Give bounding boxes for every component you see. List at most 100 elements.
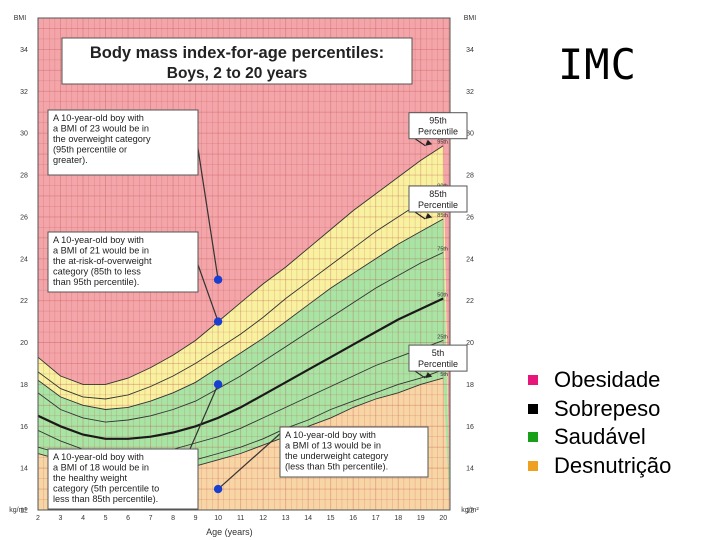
y-tick-label-right: 18 <box>466 382 474 389</box>
annotation-connector <box>217 431 283 490</box>
x-tick-label: 6 <box>126 515 130 522</box>
percentile-end-label: 5th <box>440 372 448 378</box>
x-axis-label: Age (years) <box>206 527 253 537</box>
percentile-line-95th <box>38 145 444 385</box>
callout-arrowhead <box>425 372 433 379</box>
annotation-text: the at-risk-of-overweight <box>53 256 152 266</box>
percentile-end-label: 50th <box>437 293 448 299</box>
x-tick-label: 3 <box>59 515 63 522</box>
annotation-text: less than 85th percentile). <box>53 494 158 504</box>
percentile-end-label: 85th <box>437 213 448 219</box>
x-tick-label: 20 <box>439 515 447 522</box>
x-tick-label: 11 <box>237 515 244 522</box>
callout-label: 5th <box>432 348 445 358</box>
annotation-box <box>47 109 199 176</box>
x-tick-label: 2 <box>36 515 40 522</box>
annotation-text: A 10-year-old boy with <box>53 113 144 123</box>
x-tick-label: 10 <box>214 515 222 522</box>
annotation-text: a BMI of 18 would be in <box>53 463 149 473</box>
data-point <box>213 275 223 284</box>
annotation-text: the overweight category <box>53 134 151 144</box>
y-tick-label-right: 28 <box>466 173 474 180</box>
annotation-text: than 95th percentile). <box>53 277 139 287</box>
annotation-text: category (5th percentile to <box>53 484 159 494</box>
y-axis-unit-bottom-right: kg/m² <box>461 507 479 514</box>
callout-arrowhead <box>425 212 433 219</box>
y-tick-label-right: 32 <box>466 89 474 96</box>
y-tick-label-left: 34 <box>20 47 28 54</box>
bmi-chart: 95th90th85th75th50th25th10th5th234567891… <box>9 15 480 537</box>
annotation-text: greater). <box>53 155 88 165</box>
data-point <box>213 317 223 326</box>
y-tick-label-right: 34 <box>466 47 474 54</box>
legend: Obesidade Sobrepeso Saudável Desnutrição <box>528 366 671 480</box>
data-point <box>213 380 223 389</box>
annotation-box <box>279 426 429 478</box>
x-tick-label: 7 <box>149 515 153 522</box>
chart-title: Body mass index-for-age percentiles: <box>90 44 384 62</box>
y-tick-label-left: 18 <box>20 382 28 389</box>
annotation-text: A 10-year-old boy with <box>53 235 144 245</box>
annotation-connectors <box>189 141 283 490</box>
annotation-box <box>47 231 199 293</box>
legend-item-desnutricao: Desnutrição <box>528 452 671 481</box>
chart-subtitle: Boys, 2 to 20 years <box>167 65 307 82</box>
percentile-line-75th <box>38 252 444 423</box>
slide-title: IMC <box>558 40 637 89</box>
title-box <box>61 37 413 85</box>
percentile-line-50th <box>38 297 444 440</box>
legend-swatch <box>528 460 538 471</box>
legend-label: Obesidade <box>554 367 661 393</box>
y-tick-label-left: 28 <box>20 173 28 180</box>
legend-swatch <box>528 375 538 386</box>
annotation-text: A 10-year-old boy with <box>53 452 144 462</box>
x-tick-label: 8 <box>171 515 175 522</box>
y-tick-label-left: 22 <box>20 298 28 305</box>
legend-label: Saudável <box>554 424 646 450</box>
x-tick-label: 4 <box>81 515 85 522</box>
legend-label: Sobrepeso <box>554 395 661 421</box>
callout-label: 85th <box>429 189 447 199</box>
legend-swatch <box>528 432 538 443</box>
percentile-callouts: 95thPercentile85thPercentile5thPercentil… <box>408 112 468 379</box>
data-point <box>213 484 223 494</box>
annotation-text: category (85th to less <box>53 267 141 277</box>
y-tick-label-right: 22 <box>466 298 474 305</box>
callout-box <box>408 185 468 213</box>
y-tick-label-right: 14 <box>466 466 474 473</box>
callout-arrow-line <box>414 138 426 147</box>
annotation-connector <box>196 141 219 280</box>
annotation-text: A 10-year-old boy with <box>285 430 376 440</box>
y-tick-label-right: 12 <box>466 508 474 515</box>
legend-label: Desnutrição <box>554 452 672 478</box>
annotation-text: (less than 5th percentile). <box>285 462 388 472</box>
annotation-connector <box>196 261 219 322</box>
y-tick-label-left: 30 <box>20 131 28 138</box>
callout-box <box>408 112 468 140</box>
y-tick-label-right: 30 <box>466 131 474 138</box>
x-tick-label: 12 <box>259 515 267 522</box>
annotation-connector <box>189 384 219 450</box>
callout-box <box>408 344 468 372</box>
x-tick-label: 16 <box>349 515 357 522</box>
callout-arrowhead <box>425 139 433 146</box>
y-tick-label-right: 16 <box>466 424 474 431</box>
annotation-text: (95th percentile or <box>53 145 127 155</box>
callout-label: Percentile <box>418 359 458 369</box>
x-tick-label: 9 <box>194 515 198 522</box>
x-tick-label: 17 <box>372 515 380 522</box>
x-tick-label: 5 <box>104 515 108 522</box>
y-tick-label-left: 12 <box>20 508 28 515</box>
x-tick-label: 18 <box>394 515 402 522</box>
callout-label: Percentile <box>418 127 458 137</box>
x-tick-label: 15 <box>327 515 335 522</box>
percentile-end-label: 75th <box>437 246 448 252</box>
annotation-text: a BMI of 21 would be in <box>53 246 149 256</box>
percentile-end-label: 95th <box>437 140 448 146</box>
y-tick-label-left: 16 <box>20 424 28 431</box>
annotation-text: the underweight category <box>285 451 389 461</box>
legend-item-sobrepeso: Sobrepeso <box>528 395 671 424</box>
y-axis-unit-bottom-left: kg/m² <box>9 507 27 514</box>
y-tick-label-left: 32 <box>20 89 28 96</box>
annotation-box <box>47 448 199 510</box>
